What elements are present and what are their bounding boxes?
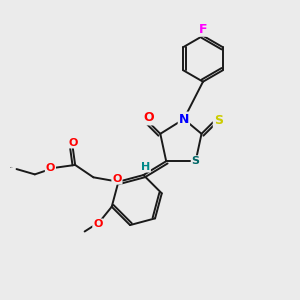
Text: O: O xyxy=(112,174,122,184)
Text: O: O xyxy=(93,219,103,230)
Text: OMe: OMe xyxy=(84,237,87,238)
Text: O: O xyxy=(46,163,55,173)
Text: ethyl: ethyl xyxy=(10,167,13,168)
Text: H: H xyxy=(141,162,150,172)
Text: F: F xyxy=(199,23,207,36)
Text: O: O xyxy=(68,138,77,148)
Text: N: N xyxy=(179,112,189,126)
Text: S: S xyxy=(214,114,223,128)
Text: O: O xyxy=(143,111,154,124)
Text: S: S xyxy=(192,156,200,166)
